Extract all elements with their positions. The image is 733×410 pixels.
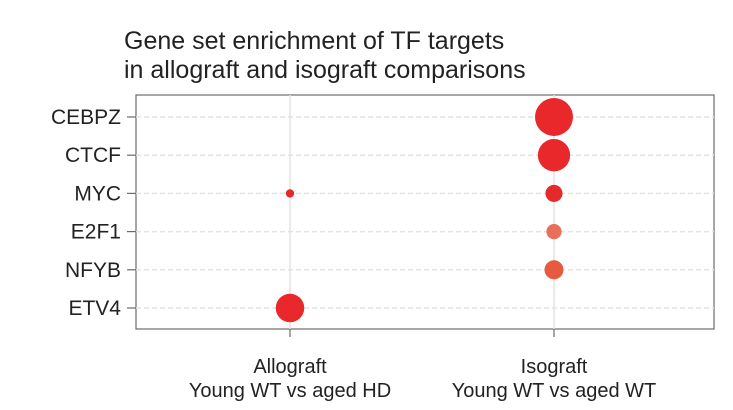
x-tick-label-0-line-1: Allograft [253,356,327,378]
x-tick-label-1-line-1: Isograft [521,356,588,378]
point-myc-0 [285,189,295,198]
y-tick-label-e2f1: E2F1 [71,221,121,244]
plot-area [135,94,715,330]
y-tick-label-myc: MYC [74,182,121,205]
point-ctcf-1 [537,139,571,172]
chart-title: Gene set enrichment of TF targets in all… [124,27,526,84]
y-tick-label-etv4: ETV4 [68,297,121,320]
grid [136,95,714,329]
point-e2f1-1 [546,224,562,240]
x-tick-label-1-line-2: Young WT vs aged WT [452,380,657,402]
point-cebpz-1 [535,98,573,136]
point-etv4-0 [275,293,305,323]
y-tick-label-cebpz: CEBPZ [51,106,121,129]
y-tick-label-nfyb: NFYB [65,259,121,282]
y-tick-label-ctcf: CTCF [65,144,121,167]
x-tick-label-0-line-2: Young WT vs aged HD [189,380,391,402]
chart-title-line-1: Gene set enrichment of TF targets [124,27,504,55]
points [275,98,573,323]
point-nfyb-1 [544,260,564,280]
chart-title-line-2: in allograft and isograft comparisons [124,56,526,84]
y-axis: CEBPZ CTCF MYC E2F1 NFYB ETV4 [51,106,136,320]
point-myc-1 [545,184,563,202]
